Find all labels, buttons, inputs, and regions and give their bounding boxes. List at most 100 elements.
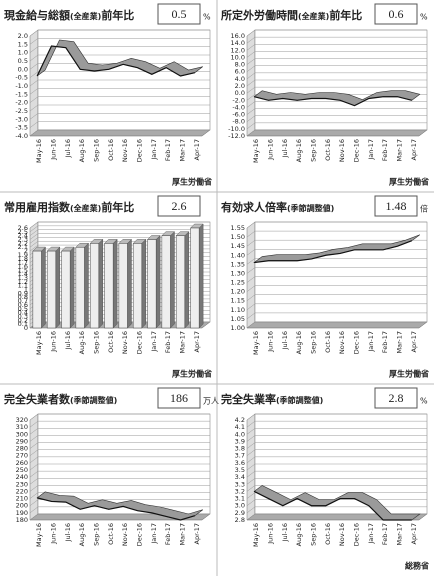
y-tick-label: 0.4 <box>18 309 28 317</box>
x-tick-label: Oct-16 <box>324 523 332 545</box>
y-tick-label: -1.5 <box>15 90 28 98</box>
y-tick-label: -4.0 <box>15 132 28 140</box>
y-tick-label: 3.9 <box>235 437 245 445</box>
y-tick-label: 1.40 <box>231 251 245 259</box>
y-tick-label: 3.5 <box>235 466 245 474</box>
y-tick-label: -8.0 <box>232 118 245 126</box>
floor <box>246 321 428 329</box>
y-tick-label: 0.7 <box>18 297 28 305</box>
title-part: (季節調整値) <box>287 203 334 213</box>
x-tick-label: Jul-16 <box>281 523 289 542</box>
grid-line <box>246 470 427 478</box>
unit: 万人 <box>203 397 219 406</box>
y-tick-label: 240 <box>16 473 28 481</box>
unit: % <box>420 397 428 406</box>
x-tick-label: Dec-16 <box>136 523 144 546</box>
y-tick-label: 2.5 <box>18 228 28 236</box>
title-part: (季節調整値) <box>70 395 117 405</box>
bar-side <box>55 246 60 329</box>
grid-line <box>246 115 427 122</box>
x-tick-label: Oct-16 <box>107 139 115 161</box>
y-tick-label: -4.0 <box>232 103 245 111</box>
bar <box>190 227 200 329</box>
title-part: (全産業) <box>70 11 101 21</box>
y-tick-label: 260 <box>16 459 28 467</box>
line <box>36 45 195 77</box>
y-tick-label: 4.1 <box>235 423 245 431</box>
x-tick-label: Mar-17 <box>396 331 404 353</box>
bar <box>104 243 114 329</box>
bar <box>75 246 85 329</box>
y-tick-label: -3.0 <box>15 115 28 123</box>
y-tick-label: 14.0 <box>231 39 245 47</box>
grid-line <box>246 221 427 229</box>
y-tick-label: 300 <box>16 430 28 438</box>
grid-line <box>246 267 427 274</box>
grid-line <box>29 229 210 236</box>
bar-side <box>155 235 161 329</box>
x-tick-label: Feb-17 <box>164 331 172 353</box>
value-box <box>157 195 201 217</box>
grid-line <box>246 485 427 492</box>
y-tick-label: 1.50 <box>231 233 245 241</box>
x-tick-label: Aug-16 <box>295 331 303 354</box>
grid-line <box>29 38 210 45</box>
x-tick-label: Apr-17 <box>193 523 201 544</box>
line <box>37 497 196 521</box>
bar <box>32 250 42 329</box>
y-tick-label: 1.05 <box>231 315 245 323</box>
y-tick-label: -2.0 <box>15 99 28 107</box>
grid-line <box>246 65 427 72</box>
grid-line <box>246 294 427 301</box>
y-tick-label: 1.4 <box>18 270 28 278</box>
grid-line <box>29 449 210 456</box>
y-tick-label: 1.15 <box>231 297 245 305</box>
grid-line <box>29 79 210 87</box>
grid-line <box>246 72 427 80</box>
grid-line <box>246 101 427 108</box>
back-wall <box>254 221 428 323</box>
title-part: 常用雇用指数 <box>4 200 71 214</box>
grid-line <box>29 463 210 471</box>
panel-title: 現金給与総額(全産業)前年比 <box>4 8 134 22</box>
x-tick-label: Jul-16 <box>64 331 72 350</box>
grid-line <box>246 122 427 130</box>
y-tick-label: 1.8 <box>18 255 28 263</box>
y-tick-label: 310 <box>16 423 28 431</box>
x-tick-label: Jan-17 <box>150 523 158 545</box>
y-tick-label: 3.8 <box>235 445 245 453</box>
y-tick-label: 1.35 <box>231 260 245 268</box>
grid-line <box>246 285 427 292</box>
x-tick-label: Oct-16 <box>324 139 332 161</box>
grid-line <box>246 36 427 44</box>
grid-line <box>246 303 427 311</box>
x-tick-label: May-16 <box>252 523 260 547</box>
x-tick-label: Feb-17 <box>164 139 172 161</box>
x-tick-label: Oct-16 <box>324 331 332 353</box>
grid-line <box>29 54 210 62</box>
grid-line <box>246 413 427 421</box>
grid-line <box>29 225 210 233</box>
y-tick-label: 2.0 <box>235 82 245 90</box>
x-tick-label: Aug-16 <box>78 523 86 546</box>
bar-side <box>98 238 104 329</box>
grid-line <box>29 121 210 128</box>
grid-line <box>246 58 427 65</box>
x-tick-label: May-16 <box>252 331 260 355</box>
x-tick-label: Jul-16 <box>64 523 72 542</box>
x-tick-label: Dec-16 <box>353 139 361 162</box>
y-tick-label: 0.9 <box>18 289 28 297</box>
y-tick-label: 250 <box>16 466 28 474</box>
grid-line <box>29 96 210 103</box>
x-tick-label: Jan-17 <box>150 331 158 353</box>
value-box <box>157 387 201 409</box>
y-tick-label: 3.2 <box>235 487 245 495</box>
bar-side <box>69 246 75 329</box>
bar-side <box>198 223 204 329</box>
y-tick-label: 190 <box>16 509 28 517</box>
grid-line <box>246 108 427 115</box>
source: 厚生労働省 <box>172 369 212 379</box>
y-tick-label: 2 <box>24 247 28 255</box>
y-tick-label: 200 <box>16 502 28 510</box>
latest-value: 0.6 <box>389 7 404 21</box>
